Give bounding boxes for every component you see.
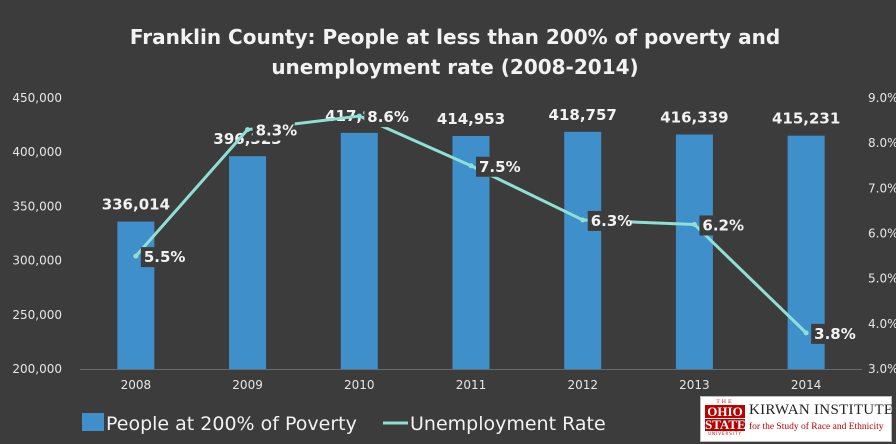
y-right-tick-label: 3.0% (868, 362, 896, 376)
line-data-label: 8.6% (367, 108, 409, 126)
bar (675, 134, 713, 369)
bar (117, 221, 155, 369)
logo-state: STATE (705, 417, 746, 432)
line-data-label-bg (476, 156, 518, 177)
line-data-label-bg (140, 247, 183, 268)
line-point (691, 221, 697, 227)
line-data-label: 6.3% (591, 212, 633, 230)
bar-data-label: 416,339 (660, 108, 728, 126)
y-right-tick-label: 8.0% (868, 136, 896, 150)
x-tick-label: 2010 (344, 378, 375, 392)
line-data-label: 3.8% (814, 325, 856, 343)
line-point (245, 127, 251, 133)
x-tick-label: 2012 (567, 378, 598, 392)
y-left-tick-label: 350,000 (12, 199, 62, 213)
bar-data-label: 415,231 (772, 110, 840, 128)
line-data-label: 6.2% (702, 216, 744, 234)
logo-university: UNIVERSITY (708, 431, 742, 436)
line-point (468, 163, 474, 169)
y-left-tick-label: 400,000 (12, 145, 62, 159)
y-left-tick-label: 300,000 (12, 254, 62, 268)
y-left-tick-label: 250,000 (12, 308, 62, 322)
y-right-tick-label: 5.0% (868, 272, 896, 286)
legend-swatch-bars (82, 413, 104, 431)
ohio-state-logo: THE OHIO STATE UNIVERSITY (705, 399, 746, 437)
x-tick-label: 2014 (791, 378, 822, 392)
line-data-label-bg (364, 107, 407, 128)
line-point (580, 217, 586, 223)
y-right-tick-label: 6.0% (868, 227, 896, 241)
legend-label-line: Unemployment Rate (410, 413, 606, 435)
x-tick-label: 2009 (232, 378, 263, 392)
bar (229, 156, 267, 369)
y-left-tick-label: 200,000 (12, 362, 62, 376)
x-tick-label: 2011 (456, 378, 487, 392)
x-tick-label: 2008 (121, 378, 152, 392)
y-right-tick-label: 4.0% (868, 317, 896, 331)
line-point (133, 253, 139, 259)
line-data-label: 8.3% (256, 122, 298, 140)
chart-title-line-1: Franklin County: People at less than 200… (130, 25, 780, 49)
logo-the: THE (716, 399, 734, 405)
bar-data-label: 336,014 (102, 196, 170, 214)
legend-label-bars: People at 200% of Poverty (106, 413, 357, 435)
logo-ohio: OHIO (705, 405, 745, 418)
chart-title-line-2: unemployment rate (2008-2014) (271, 55, 638, 79)
bar-data-label: 418,757 (549, 106, 617, 124)
line-point (803, 330, 809, 336)
kirwan-institute-logo: THE OHIO STATE UNIVERSITY KIRWAN INSTITU… (700, 396, 894, 442)
line-data-label-bg (811, 323, 854, 344)
line-point (356, 113, 362, 119)
logo-title: KIRWAN INSTITUTE (749, 402, 894, 418)
line-data-label-bg (587, 210, 630, 231)
y-left-tick-label: 450,000 (12, 91, 62, 105)
bar (340, 132, 378, 369)
line-data-label: 5.5% (144, 248, 186, 266)
bar (564, 131, 602, 369)
y-right-tick-label: 7.0% (868, 181, 896, 195)
line-data-label-bg (699, 215, 742, 236)
line-data-label-bg (252, 120, 295, 141)
line-data-label: 7.5% (479, 158, 521, 176)
logo-subtitle: for the Study of Race and Ethnicity (749, 422, 884, 432)
x-tick-label: 2013 (679, 378, 710, 392)
y-right-tick-label: 9.0% (868, 91, 896, 105)
bar-data-label: 414,953 (437, 110, 505, 128)
